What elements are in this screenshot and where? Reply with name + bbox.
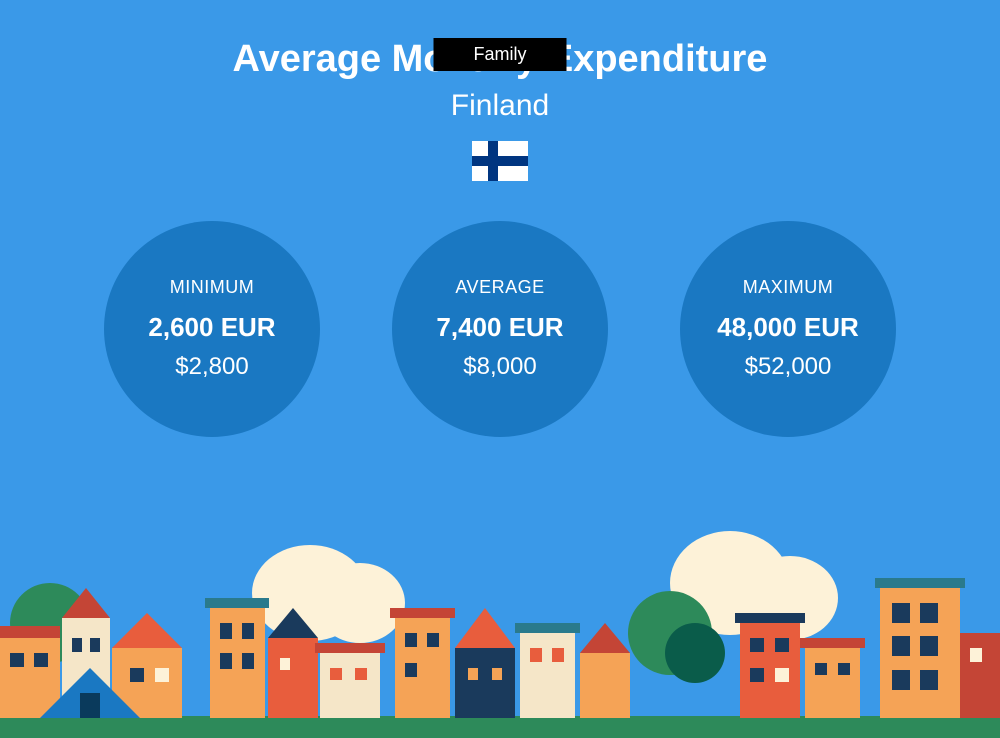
stat-minimum: MINIMUM 2,600 EUR $2,800: [104, 221, 320, 437]
category-tab[interactable]: Family: [434, 38, 567, 71]
stat-label: MINIMUM: [170, 277, 254, 298]
stat-label: MAXIMUM: [743, 277, 834, 298]
stat-label: AVERAGE: [455, 277, 544, 298]
stat-value-eur: 48,000 EUR: [717, 312, 859, 343]
stat-value-usd: $2,800: [175, 353, 248, 381]
stat-average: AVERAGE 7,400 EUR $8,000: [392, 221, 608, 437]
stats-row: MINIMUM 2,600 EUR $2,800 AVERAGE 7,400 E…: [0, 221, 1000, 437]
stat-value-eur: 7,400 EUR: [436, 312, 563, 343]
skyline-illustration: [0, 518, 1000, 738]
country-name: Finland: [0, 89, 1000, 123]
finland-flag-icon: [472, 141, 528, 181]
stat-value-usd: $52,000: [745, 353, 832, 381]
stat-value-usd: $8,000: [463, 353, 536, 381]
stat-value-eur: 2,600 EUR: [148, 312, 275, 343]
stat-maximum: MAXIMUM 48,000 EUR $52,000: [680, 221, 896, 437]
